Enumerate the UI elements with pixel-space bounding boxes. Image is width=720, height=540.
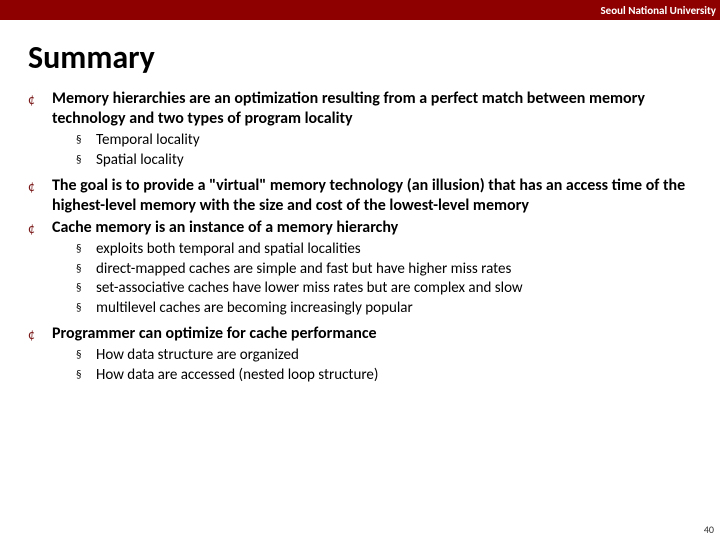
sub-bullet-item: § How data are accessed (nested loop str… xyxy=(76,366,692,386)
bullet-item-3: ¢ Cache memory is an instance of a memor… xyxy=(28,218,692,238)
sub-bullet-text: Temporal locality xyxy=(96,131,692,151)
sub-bullet-text: Spatial locality xyxy=(96,151,692,171)
sub-bullet-item: § Temporal locality xyxy=(76,131,692,151)
bullet-text: Cache memory is an instance of a memory … xyxy=(52,218,692,238)
bullet-glyph-l2: § xyxy=(76,240,96,260)
bullet-glyph-l1: ¢ xyxy=(28,218,52,238)
sub-bullet-text: exploits both temporal and spatial local… xyxy=(96,240,692,260)
bullet-text: The goal is to provide a "virtual" memor… xyxy=(52,176,692,216)
slide-title: Summary xyxy=(0,20,720,89)
bullet-text: Programmer can optimize for cache perfor… xyxy=(52,324,692,344)
bullet-glyph-l2: § xyxy=(76,131,96,151)
bullet-glyph-l1: ¢ xyxy=(28,176,52,216)
institution-name: Seoul National University xyxy=(600,4,716,17)
sub-bullet-item: § multilevel caches are becoming increas… xyxy=(76,299,692,319)
header-bar: Seoul National University xyxy=(0,0,720,20)
bullet-glyph-l2: § xyxy=(76,299,96,319)
bullet-text: Memory hierarchies are an optimization r… xyxy=(52,89,692,129)
sub-bullet-item: § exploits both temporal and spatial loc… xyxy=(76,240,692,260)
sub-bullet-item: § Spatial locality xyxy=(76,151,692,171)
bullet-glyph-l2: § xyxy=(76,366,96,386)
bullet-glyph-l2: § xyxy=(76,260,96,280)
sub-bullet-text: How data structure are organized xyxy=(96,346,692,366)
bullet-item-1: ¢ Memory hierarchies are an optimization… xyxy=(28,89,692,129)
sub-bullet-text: How data are accessed (nested loop struc… xyxy=(96,366,692,386)
sub-bullet-text: direct-mapped caches are simple and fast… xyxy=(96,260,692,280)
bullet-glyph-l2: § xyxy=(76,279,96,299)
sub-bullet-text: set-associative caches have lower miss r… xyxy=(96,279,692,299)
bullet-glyph-l2: § xyxy=(76,346,96,366)
content-area: ¢ Memory hierarchies are an optimization… xyxy=(0,89,720,385)
sub-bullet-item: § How data structure are organized xyxy=(76,346,692,366)
bullet-item-4: ¢ Programmer can optimize for cache perf… xyxy=(28,324,692,344)
sub-bullet-item: § direct-mapped caches are simple and fa… xyxy=(76,260,692,280)
bullet-glyph-l1: ¢ xyxy=(28,324,52,344)
page-number: 40 xyxy=(704,523,714,536)
bullet-glyph-l1: ¢ xyxy=(28,89,52,129)
bullet-item-2: ¢ The goal is to provide a "virtual" mem… xyxy=(28,176,692,216)
bullet-glyph-l2: § xyxy=(76,151,96,171)
sub-bullet-item: § set-associative caches have lower miss… xyxy=(76,279,692,299)
sub-bullet-text: multilevel caches are becoming increasin… xyxy=(96,299,692,319)
